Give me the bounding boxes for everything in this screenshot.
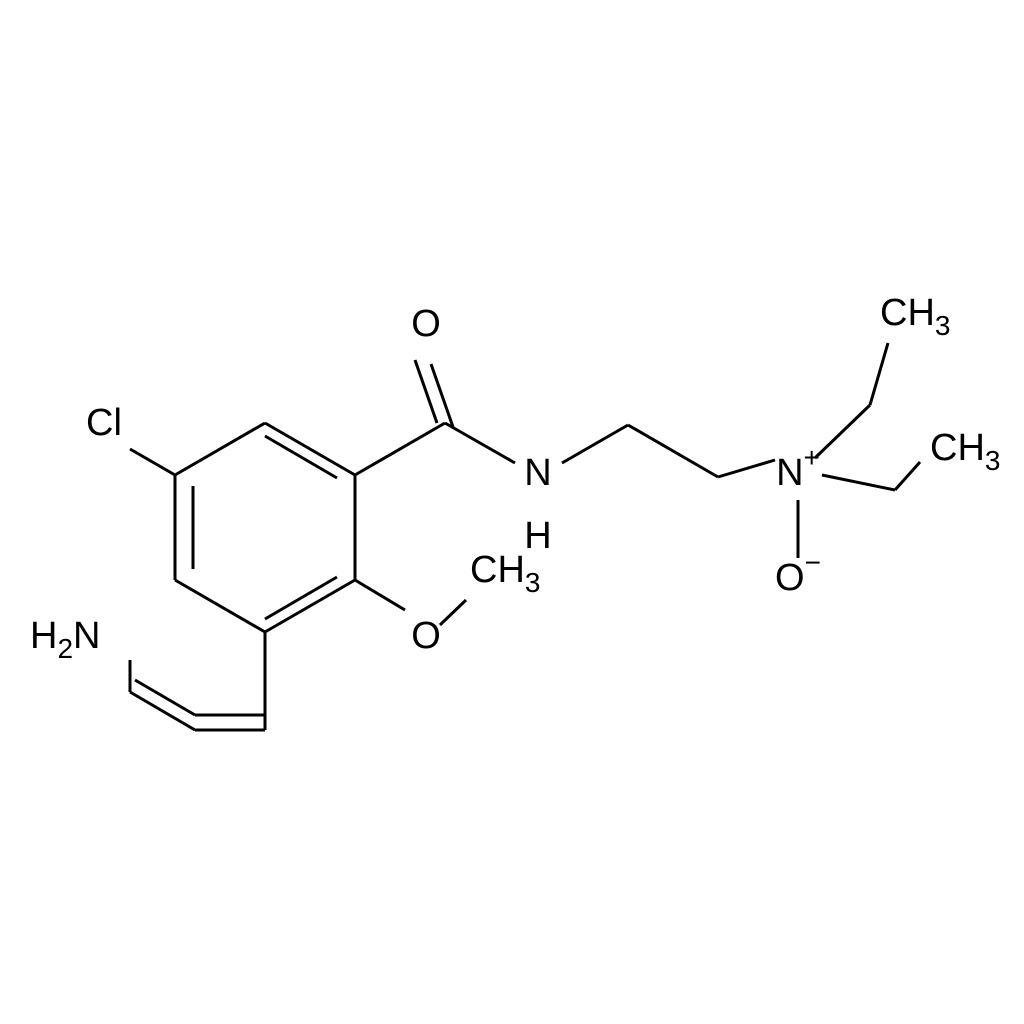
atom-label: O [411,303,441,345]
atom-label: N [524,452,551,494]
atom-label: H [524,515,551,557]
atom-label: CH3 [930,427,1000,476]
atom-label: Cl [86,402,122,444]
atom-label: CH3 [880,292,950,341]
atom-label: H2N [30,615,100,664]
atom-label: O [411,615,441,657]
atom-label: N+ [776,442,820,494]
